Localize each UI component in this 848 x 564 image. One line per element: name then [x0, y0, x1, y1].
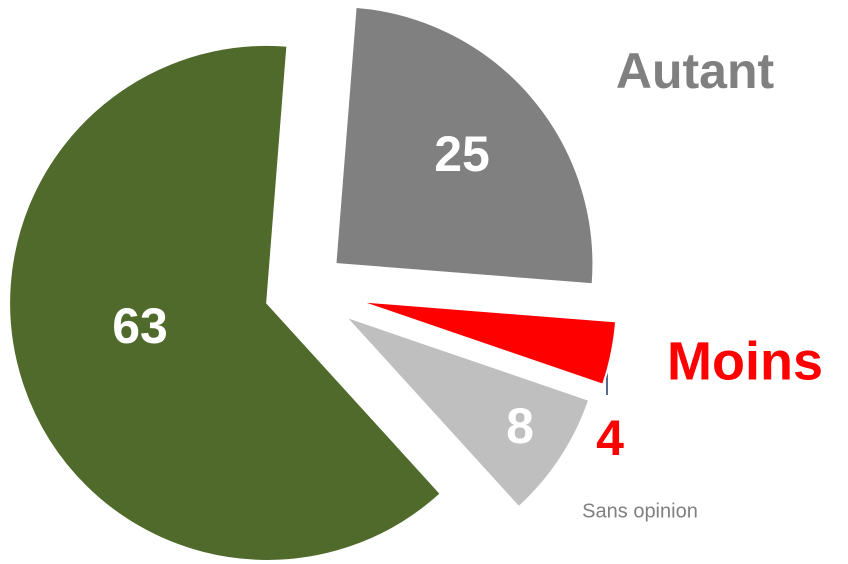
category-label: Autant — [616, 43, 775, 99]
value-label: 63 — [112, 298, 168, 354]
value-label: 4 — [596, 410, 624, 466]
value-label: 25 — [434, 126, 490, 182]
category-label: Moins — [667, 331, 823, 391]
category-label: Sans opinion — [582, 500, 698, 522]
pie-slice — [334, 5, 595, 286]
pie-slice — [344, 315, 591, 509]
pie-slice — [358, 300, 618, 386]
value-label: 8 — [506, 398, 534, 454]
pie-slice — [8, 44, 443, 562]
